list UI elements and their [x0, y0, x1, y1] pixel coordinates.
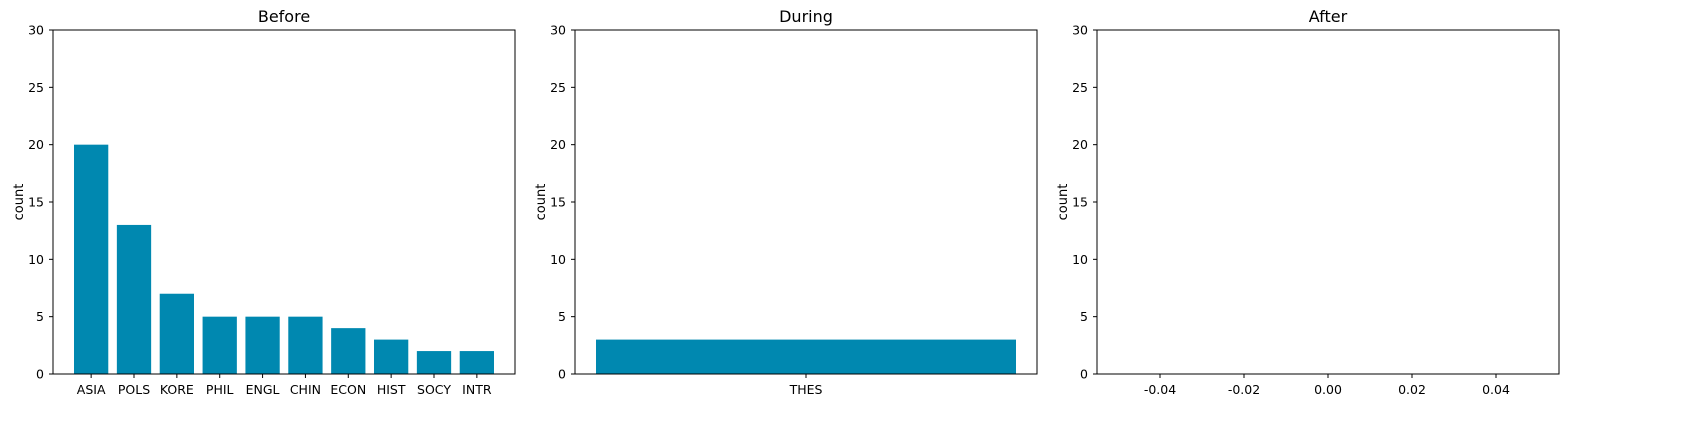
chart-title: Before	[258, 7, 310, 26]
y-tick-label: 0	[1080, 367, 1088, 382]
bar-chin	[288, 316, 323, 374]
chart-panel-3: After count -0.04 -0.02 0.00 0.02 0.04 0 5 10 15 20…	[1056, 7, 1560, 397]
x-tick-label: ENGL	[246, 382, 280, 397]
bar-kore	[159, 293, 194, 374]
y-tick-label: 5	[558, 309, 566, 324]
x-tick-label: 0.00	[1314, 382, 1342, 397]
y-tick-label: 15	[1072, 195, 1088, 210]
bar-asia	[74, 144, 109, 374]
y-tick-label: 15	[550, 195, 566, 210]
bar-phil	[202, 316, 237, 374]
y-tick-label: 25	[550, 80, 566, 95]
x-tick-label: POLS	[118, 382, 150, 397]
y-tick-label: 0	[558, 367, 566, 382]
y-tick-label: 25	[28, 80, 44, 95]
y-tick-label: 10	[550, 252, 566, 267]
y-tick-label: 15	[28, 195, 44, 210]
y-tick-label: 25	[1072, 80, 1088, 95]
y-tick-label: 10	[28, 252, 44, 267]
y-tick-label: 5	[36, 309, 44, 324]
y-tick-label: 10	[1072, 252, 1088, 267]
chart-panel-1: Before count ASIA POLS KORE PHIL ENGL CHIN ECON H…	[12, 7, 516, 397]
chart-panel-2: During count THES 0 5 10 15 20 25 30	[534, 7, 1038, 397]
bar-socy	[416, 351, 452, 374]
chart-title: After	[1309, 7, 1348, 26]
y-axis-label: count	[12, 184, 27, 221]
x-tick-label: 0.02	[1398, 382, 1426, 397]
x-tick-label: THES	[789, 382, 823, 397]
plot-frame	[574, 29, 1038, 375]
bar-econ	[331, 328, 366, 374]
y-axis-label: count	[534, 184, 549, 221]
y-tick-label: 20	[28, 137, 44, 152]
x-tick-label: -0.04	[1144, 382, 1176, 397]
y-tick-label: 30	[550, 23, 566, 38]
x-tick-label: SOCY	[417, 382, 451, 397]
y-tick-label: 20	[1072, 137, 1088, 152]
bar-thes	[596, 339, 1016, 374]
y-tick-label: 0	[36, 367, 44, 382]
x-tick-label: INTR	[462, 382, 492, 397]
y-tick-label: 20	[550, 137, 566, 152]
y-tick-label: 5	[1080, 309, 1088, 324]
x-tick-label: CHIN	[290, 382, 321, 397]
bar-intr	[459, 351, 494, 374]
x-tick-label: 0.04	[1482, 382, 1510, 397]
x-tick-label: ECON	[330, 382, 366, 397]
y-tick-label: 30	[28, 23, 44, 38]
bar-hist	[374, 339, 409, 374]
x-tick-label: HIST	[377, 382, 406, 397]
x-tick-label: ASIA	[77, 382, 106, 397]
chart-title: During	[779, 7, 833, 26]
y-axis-label: count	[1056, 184, 1071, 221]
x-tick-label: -0.02	[1228, 382, 1260, 397]
x-tick-label: PHIL	[206, 382, 234, 397]
bar-engl	[245, 316, 280, 374]
x-tick-label: KORE	[160, 382, 194, 397]
bar-pols	[116, 224, 152, 374]
plot-frame	[52, 29, 516, 375]
plot-frame	[1096, 29, 1560, 375]
y-tick-label: 30	[1072, 23, 1088, 38]
